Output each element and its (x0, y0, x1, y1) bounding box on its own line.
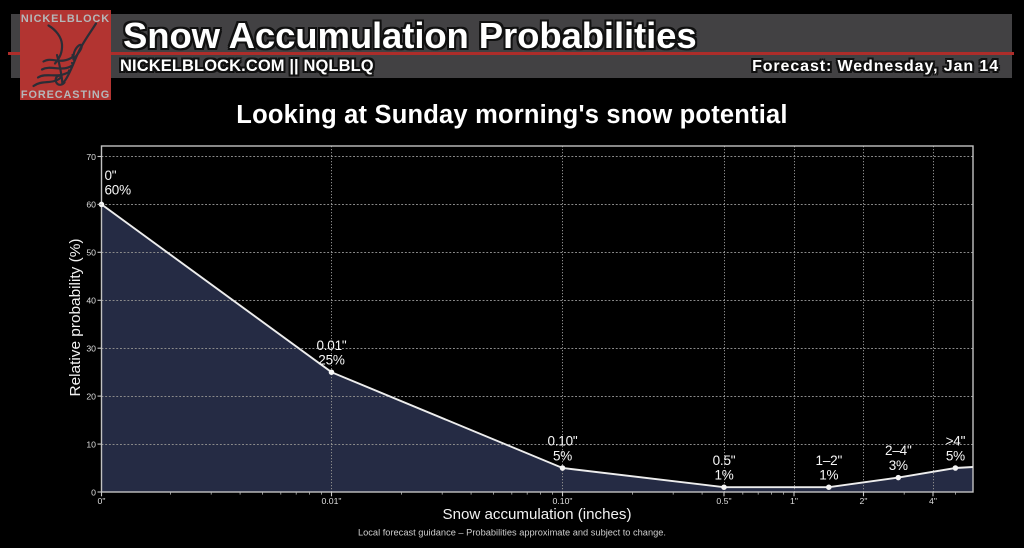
svg-text:4": 4" (929, 496, 937, 506)
svg-text:70: 70 (86, 152, 96, 162)
svg-text:3%: 3% (889, 458, 908, 473)
svg-text:25%: 25% (318, 353, 345, 368)
svg-text:0.10": 0.10" (553, 496, 573, 506)
svg-text:30: 30 (86, 344, 96, 354)
svg-text:2": 2" (860, 496, 868, 506)
svg-text:>4": >4" (946, 434, 966, 449)
svg-text:50: 50 (86, 248, 96, 258)
svg-text:1": 1" (790, 496, 798, 506)
svg-text:Local forecast guidance – Prob: Local forecast guidance – Probabilities … (358, 527, 666, 537)
svg-text:20: 20 (86, 391, 96, 401)
svg-text:60%: 60% (105, 183, 132, 198)
svg-text:0.01": 0.01" (322, 496, 342, 506)
svg-text:5%: 5% (553, 448, 572, 463)
svg-text:1–2": 1–2" (816, 453, 843, 468)
svg-text:Snow accumulation (inches): Snow accumulation (inches) (443, 506, 632, 523)
svg-text:0.01": 0.01" (316, 338, 346, 353)
svg-text:0.5": 0.5" (713, 453, 736, 468)
svg-text:1%: 1% (714, 468, 733, 483)
svg-text:NICKELBLOCK: NICKELBLOCK (20, 12, 109, 24)
svg-text:0.10": 0.10" (547, 434, 577, 449)
svg-text:0.5": 0.5" (716, 496, 731, 506)
svg-text:60: 60 (86, 200, 96, 210)
svg-text:2–4": 2–4" (885, 443, 912, 458)
svg-text:40: 40 (86, 296, 96, 306)
svg-text:5%: 5% (946, 448, 965, 463)
svg-text:Relative probability (%): Relative probability (%) (67, 239, 84, 397)
svg-text:0: 0 (91, 487, 96, 497)
svg-text:0": 0" (98, 496, 106, 506)
svg-text:FORECASTING: FORECASTING (20, 89, 109, 101)
svg-text:1%: 1% (819, 468, 838, 483)
svg-text:0": 0" (105, 168, 117, 183)
svg-text:10: 10 (86, 439, 96, 449)
